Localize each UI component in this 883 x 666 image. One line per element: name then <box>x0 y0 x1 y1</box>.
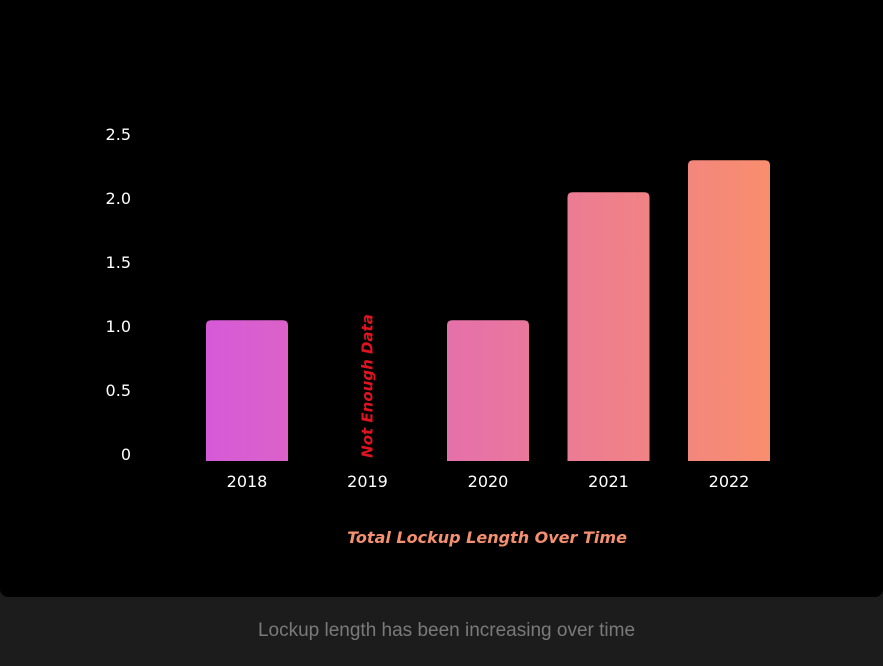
y-tick-label: 0.5 <box>106 381 131 400</box>
bar-2022 <box>688 160 770 461</box>
chart-caption: Lockup length has been increasing over t… <box>257 620 636 641</box>
bar-2018 <box>206 320 288 461</box>
y-tick-label: 0 <box>121 445 131 464</box>
annotations: Not Enough Data <box>359 314 377 458</box>
bar-chart: 0 0.5 1.0 1.5 2.0 2.5 2018 2019 2020 2021 2022 No… <box>106 125 770 547</box>
no-data-annotation: Not Enough Data <box>359 314 377 458</box>
y-tick-label: 1.5 <box>106 253 131 272</box>
x-tick-label: 2021 <box>588 472 629 491</box>
y-tick-label: 2.5 <box>106 125 131 144</box>
bar-2021 <box>567 192 650 461</box>
x-tick-label: 2022 <box>709 472 750 491</box>
chart-title: Total Lockup Length Over Time <box>347 528 627 547</box>
x-tick-label: 2018 <box>227 472 268 491</box>
x-tick-label: 2019 <box>347 472 388 491</box>
y-axis-ticks: 0 0.5 1.0 1.5 2.0 2.5 <box>106 125 131 464</box>
bars <box>206 160 770 461</box>
x-axis-ticks: 2018 2019 2020 2021 2022 <box>227 472 750 491</box>
x-tick-label: 2020 <box>468 472 509 491</box>
y-tick-label: 1.0 <box>106 317 131 336</box>
y-tick-label: 2.0 <box>106 189 131 208</box>
bar-2020 <box>447 320 529 461</box>
